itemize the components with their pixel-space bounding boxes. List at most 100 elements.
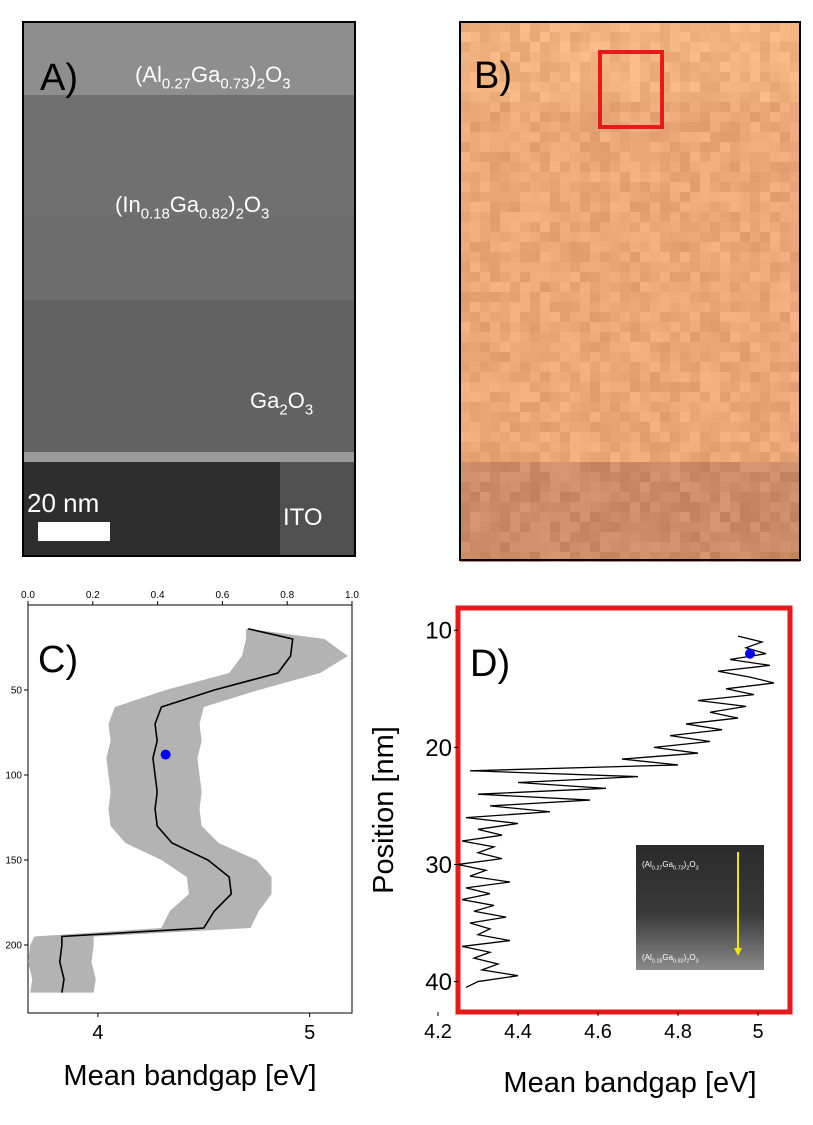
pixel — [630, 542, 640, 552]
pixel — [690, 272, 700, 282]
pixel — [670, 172, 680, 182]
pixel — [670, 442, 680, 452]
pixel — [510, 82, 520, 92]
pixel — [720, 382, 730, 392]
pixel — [660, 532, 670, 542]
pixel — [760, 242, 770, 252]
pixel — [610, 482, 620, 492]
pixel — [630, 132, 640, 142]
pixel — [580, 362, 590, 372]
pixel — [690, 72, 700, 82]
pixel — [510, 532, 520, 542]
pixel — [570, 522, 580, 532]
pixel — [520, 392, 530, 402]
pixel — [700, 522, 710, 532]
pixel — [730, 482, 740, 492]
pixel — [730, 192, 740, 202]
pixel — [530, 442, 540, 452]
pixel — [680, 382, 690, 392]
pixel — [570, 142, 580, 152]
pixel — [770, 132, 780, 142]
pixel — [680, 542, 690, 552]
pixel — [520, 382, 530, 392]
mean-line — [457, 635, 775, 988]
pixel — [740, 502, 750, 512]
pixel — [690, 202, 700, 212]
pixel — [600, 22, 610, 32]
pixel — [500, 62, 510, 72]
pixel — [750, 342, 760, 352]
pixel — [560, 172, 570, 182]
pixel — [540, 302, 550, 312]
pixel — [540, 322, 550, 332]
pixel — [460, 52, 470, 62]
pixel — [620, 442, 630, 452]
pixel — [500, 292, 510, 302]
x2-tick-label: 1.0 — [345, 590, 359, 601]
pixel — [490, 352, 500, 362]
pixel — [500, 312, 510, 322]
pixel — [480, 112, 490, 122]
pixel — [570, 412, 580, 422]
pixel — [690, 222, 700, 232]
pixel — [670, 462, 680, 472]
pixel — [650, 422, 660, 432]
pixel — [500, 252, 510, 262]
pixel — [680, 222, 690, 232]
pixel — [530, 62, 540, 72]
pixel — [510, 162, 520, 172]
pixel — [460, 402, 470, 412]
pixel — [480, 22, 490, 32]
pixel — [730, 472, 740, 482]
text-segment: O — [689, 860, 695, 869]
pixel — [690, 142, 700, 152]
pixel — [620, 222, 630, 232]
pixel — [460, 142, 470, 152]
pixel — [690, 372, 700, 382]
pixel — [740, 462, 750, 472]
pixel — [770, 552, 780, 562]
text-segment: 3 — [696, 865, 699, 871]
pixel — [740, 552, 750, 562]
pixel — [500, 462, 510, 472]
pixel — [460, 172, 470, 182]
pixel — [510, 442, 520, 452]
pixel — [610, 252, 620, 262]
pixel — [480, 502, 490, 512]
pixel — [680, 342, 690, 352]
pixel — [640, 252, 650, 262]
pixel — [630, 262, 640, 272]
pixel — [590, 362, 600, 372]
pixel — [690, 112, 700, 122]
pixel — [570, 362, 580, 372]
pixel — [530, 222, 540, 232]
pixel — [580, 372, 590, 382]
pixel — [610, 92, 620, 102]
pixel — [620, 92, 630, 102]
pixel — [630, 182, 640, 192]
pixel — [480, 472, 490, 482]
pixel — [460, 462, 470, 472]
pixel — [680, 192, 690, 202]
pixel — [530, 492, 540, 502]
pixel — [600, 292, 610, 302]
pixel — [590, 212, 600, 222]
pixel — [510, 312, 520, 322]
pixel — [730, 412, 740, 422]
pixel — [480, 522, 490, 532]
pixel — [600, 302, 610, 312]
pixel — [560, 402, 570, 412]
pixel — [720, 452, 730, 462]
pixel — [620, 52, 630, 62]
pixel — [570, 372, 580, 382]
pixel — [520, 142, 530, 152]
pixel — [670, 62, 680, 72]
pixel — [510, 432, 520, 442]
pixel — [620, 82, 630, 92]
pixel — [730, 332, 740, 342]
pixel — [640, 482, 650, 492]
pixel — [580, 62, 590, 72]
pixel — [540, 52, 550, 62]
pixel — [710, 362, 720, 372]
pixel — [770, 252, 780, 262]
